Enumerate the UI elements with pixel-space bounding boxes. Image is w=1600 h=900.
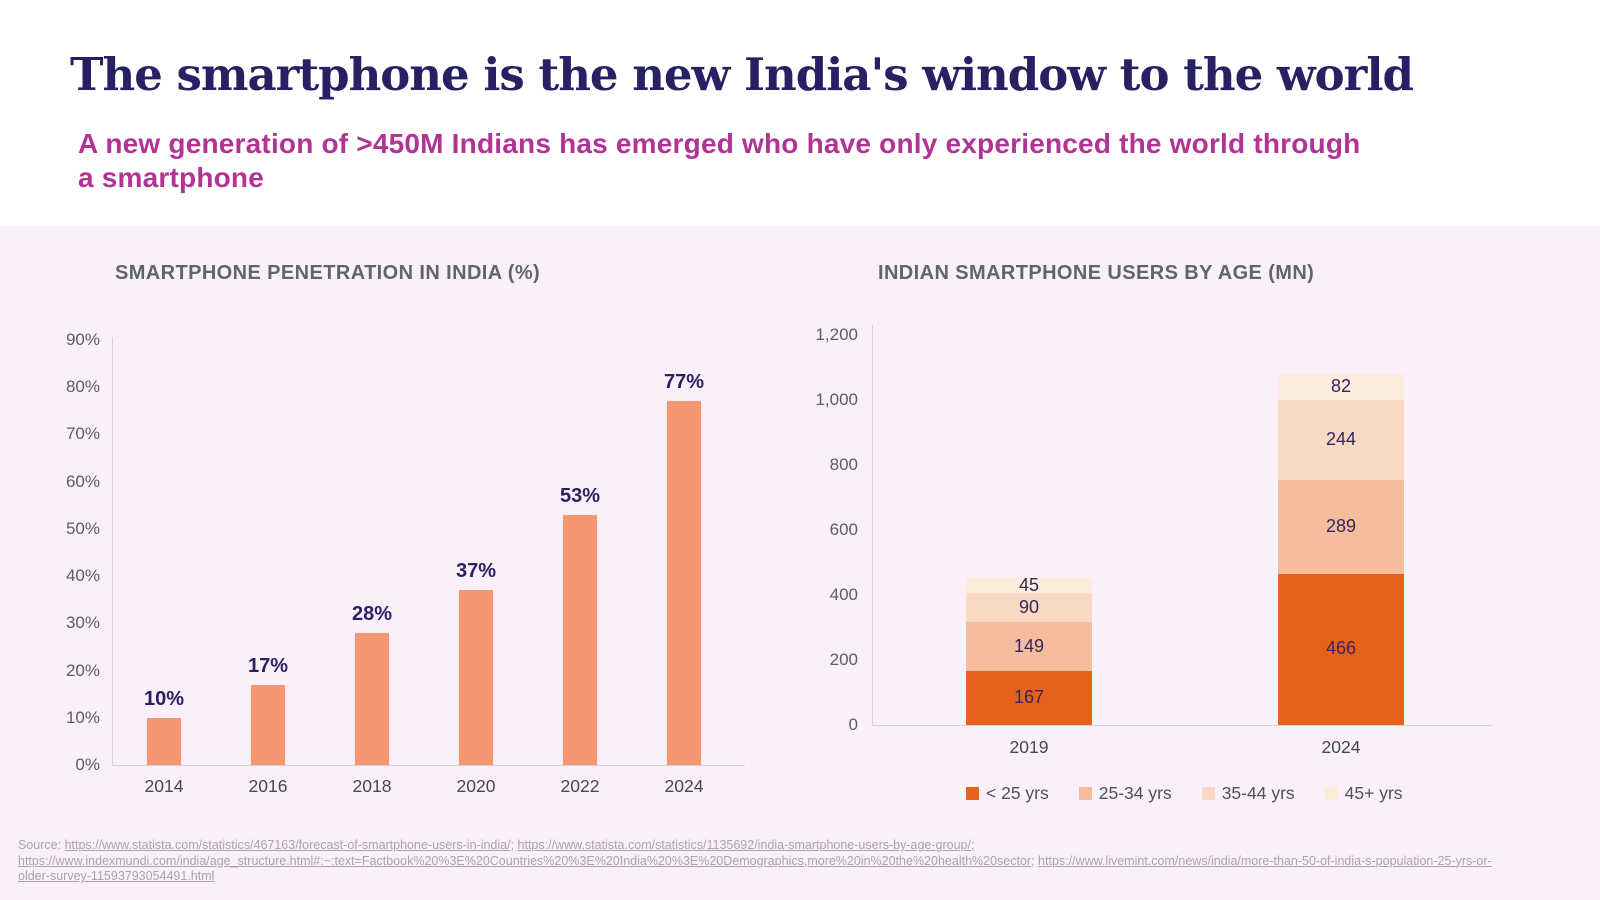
slide-subtitle-line1: A new generation of >450M Indians has em… xyxy=(78,128,1361,159)
legend-swatch xyxy=(1324,787,1338,800)
source-link[interactable]: https://www.statista.com/statistics/4671… xyxy=(64,838,511,852)
source-line: Source: https://www.statista.com/statist… xyxy=(18,838,1578,854)
legend-label: < 25 yrs xyxy=(986,783,1049,803)
legend-swatch xyxy=(1201,787,1215,800)
chart-legend: < 25 yrs 25-34 yrs 35-44 yrs 45+ yrs xyxy=(966,783,1403,804)
slide-subtitle-line2: a smartphone xyxy=(78,162,264,193)
legend-item: < 25 yrs xyxy=(966,783,1049,804)
source-link[interactable]: https://www.statista.com/statistics/1135… xyxy=(517,838,975,852)
legend-item: 35-44 yrs xyxy=(1201,783,1295,804)
source-text: ; xyxy=(1031,853,1039,868)
legend-label: 45+ yrs xyxy=(1344,783,1403,803)
source-text: ; xyxy=(510,838,518,852)
legend-swatch xyxy=(966,787,979,800)
left-chart-title: SMARTPHONE PENETRATION IN INDIA (%) xyxy=(115,262,541,284)
source-line: older-survey-11593793054491.html xyxy=(18,869,1578,885)
right-chart-title: INDIAN SMARTPHONE USERS BY AGE (MN) xyxy=(878,262,1315,284)
source-link[interactable]: https://www.livemint.com/news/india/more… xyxy=(1038,853,1492,868)
source-line: https://www.indexmundi.com/india/age_str… xyxy=(18,854,1578,870)
legend-swatch xyxy=(1078,787,1092,800)
source-link[interactable]: https://www.indexmundi.com/india/age_str… xyxy=(18,853,1032,868)
source-text: Source xyxy=(18,838,58,852)
legend-item: 45+ yrs xyxy=(1324,783,1403,804)
source-footnote: Source: https://www.statista.com/statist… xyxy=(18,838,1578,885)
legend-label: 25-34 yrs xyxy=(1098,783,1172,803)
source-link[interactable]: older-survey-11593793054491.html xyxy=(18,869,215,883)
slide-title: The smartphone is the new India's window… xyxy=(70,48,1414,101)
legend-label: 35-44 yrs xyxy=(1221,783,1295,803)
legend-item: 25-34 yrs xyxy=(1078,783,1172,804)
source-text: : xyxy=(57,838,65,852)
